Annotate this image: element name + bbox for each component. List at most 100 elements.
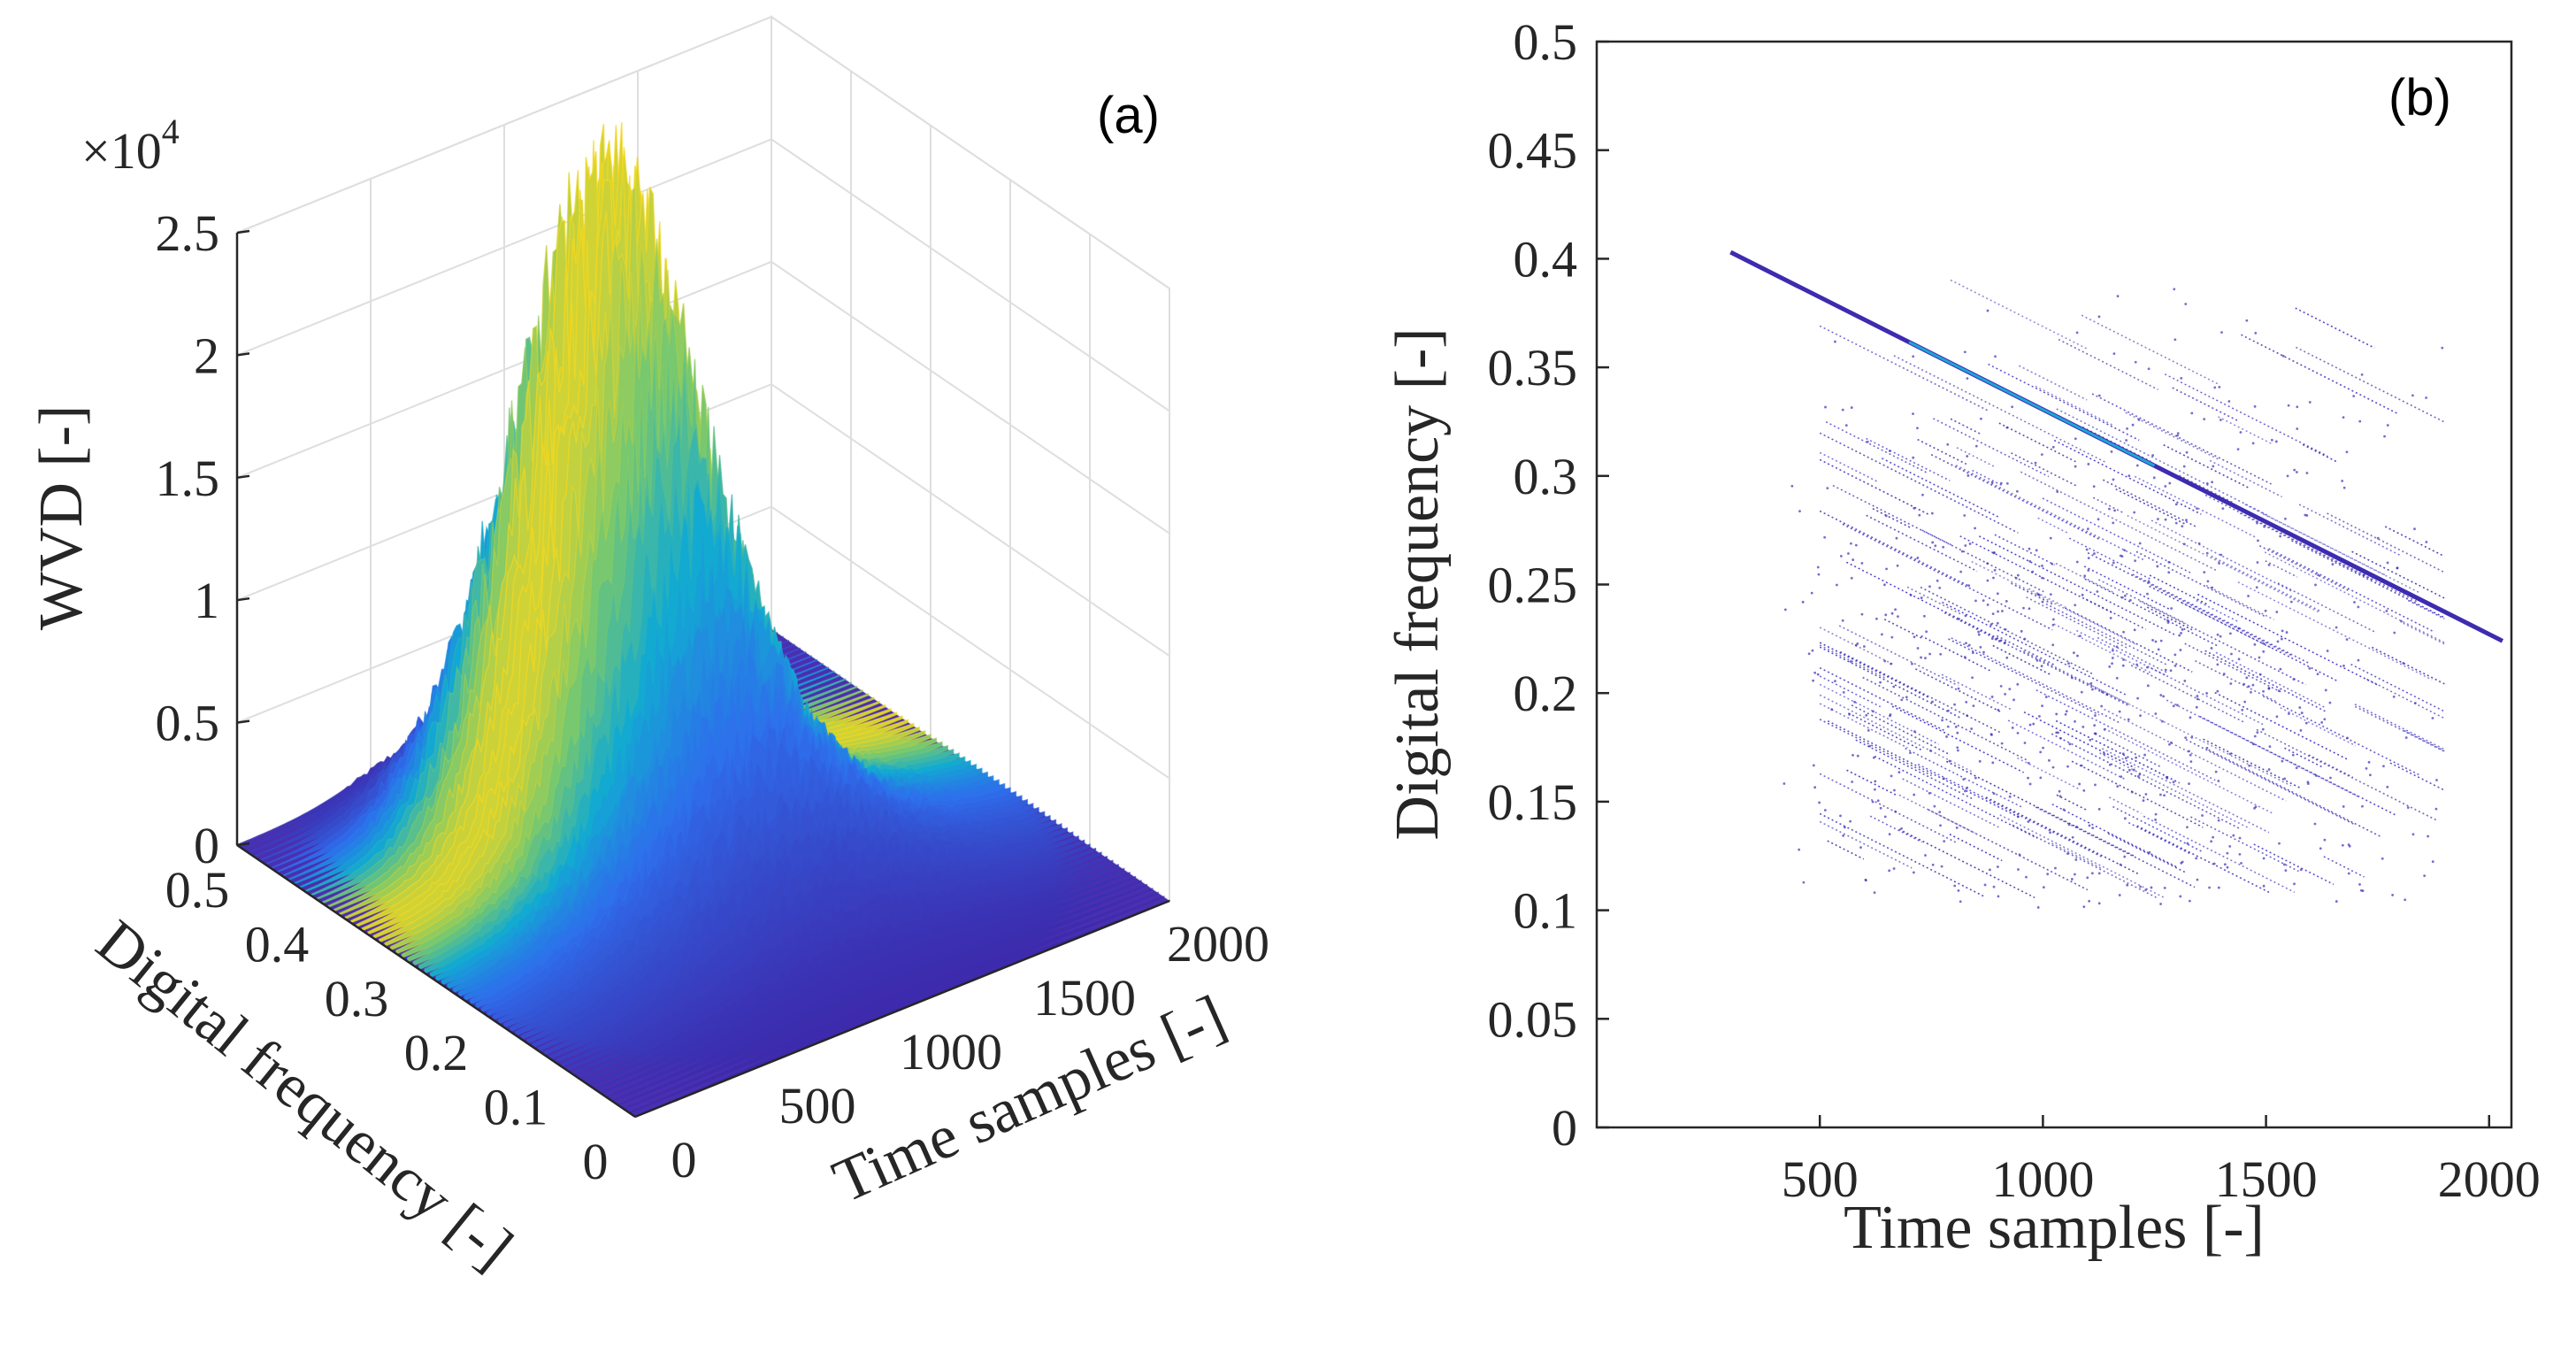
panel-b-scatter-point [2005,656,2009,659]
panel-b-scatter-point [1966,474,1970,477]
panel-b-scatter-point [1872,710,1874,713]
panel-b-scatter-point [2216,633,2220,636]
panel-b-scatter-point [2186,842,2189,845]
panel-b-scatter-point [2154,640,2158,643]
panel-b-scatter-point [1885,567,1888,571]
panel-b-scatter-point [2066,765,2069,768]
panel-b-scatter-point [2012,698,2015,702]
panel-b-scatter-point [2174,521,2178,525]
panel-b-scatter-point [1992,576,1995,580]
panel-b-scatter-streak [1917,438,1967,465]
panel-b-scatter-point [2205,482,2209,485]
panel-b-scatter-point [1953,703,1956,706]
panel-b-scatter-point [1862,645,1866,648]
panel-b-scatter-point [2258,656,2261,659]
panel-b-scatter-point [2051,643,2055,647]
panel-b-scatter-point [2074,604,2077,607]
panel-b-scatter-point [2299,728,2303,732]
panel-b-scatter-point [1991,612,1995,616]
panel-b-scatter-streak [2051,842,2102,869]
panel-b-scatter-point [2123,549,2127,552]
panel-a-gridline-z [236,505,1170,780]
panel-b-scatter-point [2127,718,2130,721]
panel-b-scatter-point [1942,545,1945,549]
panel-b-scatter-point [1830,708,1834,711]
panel-b-scatter-point [1842,834,1845,837]
panel-b-scatter-point [1850,576,1853,580]
panel-b-scatter-streak [2108,796,2142,814]
panel-b-scatter-point [1889,714,1891,718]
panel-b-y-ticklabel: 0.2 [1514,665,1578,722]
panel-b-scatter-point [2196,697,2199,701]
panel-b-scatter-point [1963,350,1966,354]
panel-a-gridline-z [236,383,1170,658]
panel-b-scatter-point [1988,868,1991,872]
panel-b-scatter-point [1879,681,1882,684]
panel-b-scatter-streak [1956,447,1997,468]
panel-b-scatter-point [2392,695,2396,698]
panel-b-scatter-point [2320,720,2324,724]
panel-b-scatter-point [2093,724,2097,727]
panel-b-scatter-streak [1827,719,2022,819]
panel-b-scatter-point [2041,576,2043,580]
panel-b-scatter-point [2414,702,2417,704]
panel-b-scatter-point [1948,759,1951,763]
panel-b-scatter-streak [1898,794,1976,835]
panel-b-scatter-point [2135,464,2139,467]
panel-b-scatter-point [1913,635,1916,639]
panel-b-scatter-point [2025,875,2028,879]
panel-b-scatter-streak [2081,314,2220,385]
panel-b-scatter-point [2133,511,2136,514]
panel-a-zlabel: WVD [-] [27,405,96,631]
panel-b-scatter-point [1811,649,1814,652]
panel-b-scatter-point [2195,705,2198,709]
panel-b-scatter-point [2016,682,2020,686]
panel-b-scatter-streak [2132,573,2310,664]
panel-b-scatter-point [2137,419,2141,421]
panel-b-scatter-point [1974,444,1978,448]
panel-b-scatter-point [1997,708,2000,711]
panel-b-scatter-point [1847,552,1850,555]
panel-a-x-ticklabel: 500 [779,1077,856,1134]
panel-b-scatter-point [2058,795,2062,798]
panel-b-scatter-point [1994,637,1997,641]
panel-b-scatter-point [1841,408,1844,411]
panel-b-scatter-point [2097,315,2101,319]
panel-a: 00.511.522.5050010001500200000.10.20.30.… [27,15,1269,1283]
panel-b-scatter-streak [2055,719,2181,784]
panel-b-ylabel: Digital frequency [-] [1384,327,1452,840]
panel-b-scatter-point [1971,651,1974,654]
panel-b-scatter-point [1856,642,1859,645]
panel-b-scatter-point [2174,664,2177,667]
panel-b-scatter-point [1801,600,1805,604]
panel-b-scatter-point [2154,812,2158,816]
panel-b-scatter-streak [2258,545,2349,591]
panel-b-scatter-point [2218,385,2221,388]
panel-b-scatter-point [2217,886,2220,889]
panel-b-scatter-point [2151,639,2154,642]
panel-b-scatter-point [2138,542,2142,545]
panel-b-scatter-streak [2068,537,2152,581]
panel-b-scatter-point [1912,456,1915,459]
panel-b-scatter-streak [2083,565,2172,611]
panel-b-scatter-streak [2403,622,2445,645]
panel-b-scatter-point [1912,355,1915,358]
panel-b-scatter-point [2147,580,2150,583]
panel-b-scatter-point [2188,899,2191,903]
panel-b-scatter-point [2146,684,2150,688]
panel-b-scatter-streak [2055,562,2114,593]
panel-b-scatter-streak [2012,824,2157,898]
panel-b-scatter-point [1992,885,1996,888]
panel-b-scatter-streak [2064,607,2193,673]
panel-b-scatter-point [2113,509,2116,512]
panel-b-scatter-streak [2051,804,2177,868]
panel-b-scatter-streak [1902,778,1999,828]
panel-b-scatter-point [2005,482,2009,485]
panel-b-scatter-point [1909,751,1912,755]
panel-b-scatter-point [2212,862,2216,865]
panel-b-scatter-point [2164,485,2167,488]
panel-b-scatter-point [2051,445,2055,449]
panel-b-scatter-point [2109,616,2112,619]
panel-b-scatter-point [2308,666,2312,670]
panel-b-scatter-point [1930,511,1934,515]
